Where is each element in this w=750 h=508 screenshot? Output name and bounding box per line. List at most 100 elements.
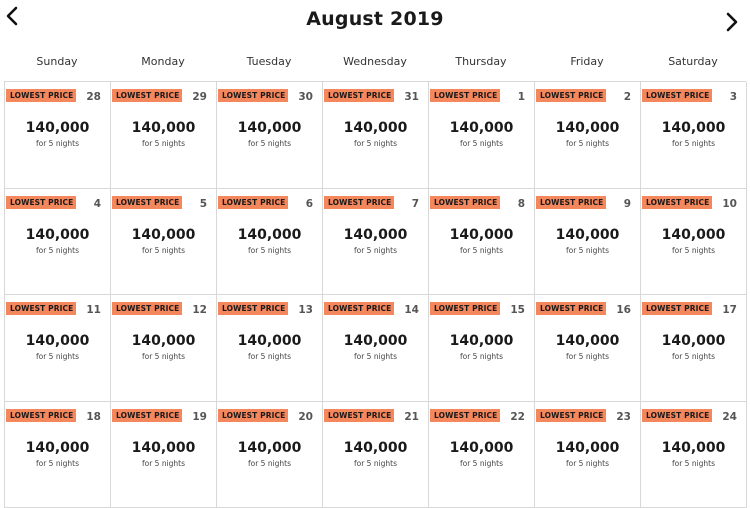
lowest-price-badge: LOWEST PRICE [324,409,394,422]
lowest-price-badge: LOWEST PRICE [642,409,712,422]
nights-label: for 5 nights [641,459,746,468]
nights-label: for 5 nights [429,246,534,255]
day-number: 12 [192,304,207,316]
day-number: 30 [298,91,313,103]
lowest-price-badge: LOWEST PRICE [6,196,76,209]
day-number: 3 [730,91,737,103]
lowest-price-badge: LOWEST PRICE [536,302,606,315]
price-value: 140,000 [323,227,428,243]
price-value: 140,000 [217,227,322,243]
nights-label: for 5 nights [641,139,746,148]
lowest-price-badge: LOWEST PRICE [324,196,394,209]
nights-label: for 5 nights [5,246,110,255]
price-value: 140,000 [535,227,640,243]
next-month-button[interactable] [722,10,746,38]
price-value: 140,000 [429,227,534,243]
price-value: 140,000 [323,440,428,456]
lowest-price-badge: LOWEST PRICE [430,89,500,102]
day-number: 23 [616,411,631,423]
price-value: 140,000 [217,120,322,136]
price-value: 140,000 [323,333,428,349]
weekday-thursday: Thursday [428,55,534,68]
nights-label: for 5 nights [217,352,322,361]
nights-label: for 5 nights [323,139,428,148]
day-number: 8 [518,198,525,210]
price-value: 140,000 [5,227,110,243]
day-number: 1 [518,91,525,103]
chevron-right-icon [722,10,746,34]
calendar-day-cell[interactable]: LOWEST PRICE 30 140,000 for 5 nights [217,82,323,189]
nights-label: for 5 nights [217,139,322,148]
price-value: 140,000 [111,120,216,136]
lowest-price-badge: LOWEST PRICE [112,409,182,422]
lowest-price-badge: LOWEST PRICE [218,302,288,315]
price-value: 140,000 [111,227,216,243]
calendar-day-cell[interactable]: LOWEST PRICE 24 140,000 for 5 nights [641,402,747,508]
nights-label: for 5 nights [111,139,216,148]
nights-label: for 5 nights [535,139,640,148]
lowest-price-badge: LOWEST PRICE [6,302,76,315]
price-value: 140,000 [641,440,746,456]
price-value: 140,000 [641,333,746,349]
lowest-price-badge: LOWEST PRICE [430,302,500,315]
nights-label: for 5 nights [5,139,110,148]
lowest-price-badge: LOWEST PRICE [6,89,76,102]
nights-label: for 5 nights [111,246,216,255]
price-value: 140,000 [217,440,322,456]
price-value: 140,000 [217,333,322,349]
lowest-price-badge: LOWEST PRICE [112,89,182,102]
nights-label: for 5 nights [217,246,322,255]
day-number: 24 [722,411,737,423]
calendar-day-cell[interactable]: LOWEST PRICE 8 140,000 for 5 nights [429,189,535,296]
price-value: 140,000 [111,333,216,349]
nights-label: for 5 nights [5,352,110,361]
lowest-price-badge: LOWEST PRICE [112,196,182,209]
nights-label: for 5 nights [535,352,640,361]
lowest-price-badge: LOWEST PRICE [218,89,288,102]
nights-label: for 5 nights [429,139,534,148]
price-value: 140,000 [641,120,746,136]
calendar-day-cell[interactable]: LOWEST PRICE 5 140,000 for 5 nights [111,189,217,296]
day-number: 31 [404,91,419,103]
nights-label: for 5 nights [217,459,322,468]
weekday-monday: Monday [110,55,216,68]
lowest-price-badge: LOWEST PRICE [430,196,500,209]
day-number: 20 [298,411,313,423]
weekday-wednesday: Wednesday [322,55,428,68]
day-number: 7 [412,198,419,210]
nights-label: for 5 nights [111,352,216,361]
day-number: 19 [192,411,207,423]
weekday-sunday: Sunday [4,55,110,68]
month-title: August 2019 [0,8,750,30]
nights-label: for 5 nights [323,352,428,361]
day-number: 5 [200,198,207,210]
lowest-price-badge: LOWEST PRICE [642,196,712,209]
day-number: 14 [404,304,419,316]
nights-label: for 5 nights [535,459,640,468]
day-number: 10 [722,198,737,210]
